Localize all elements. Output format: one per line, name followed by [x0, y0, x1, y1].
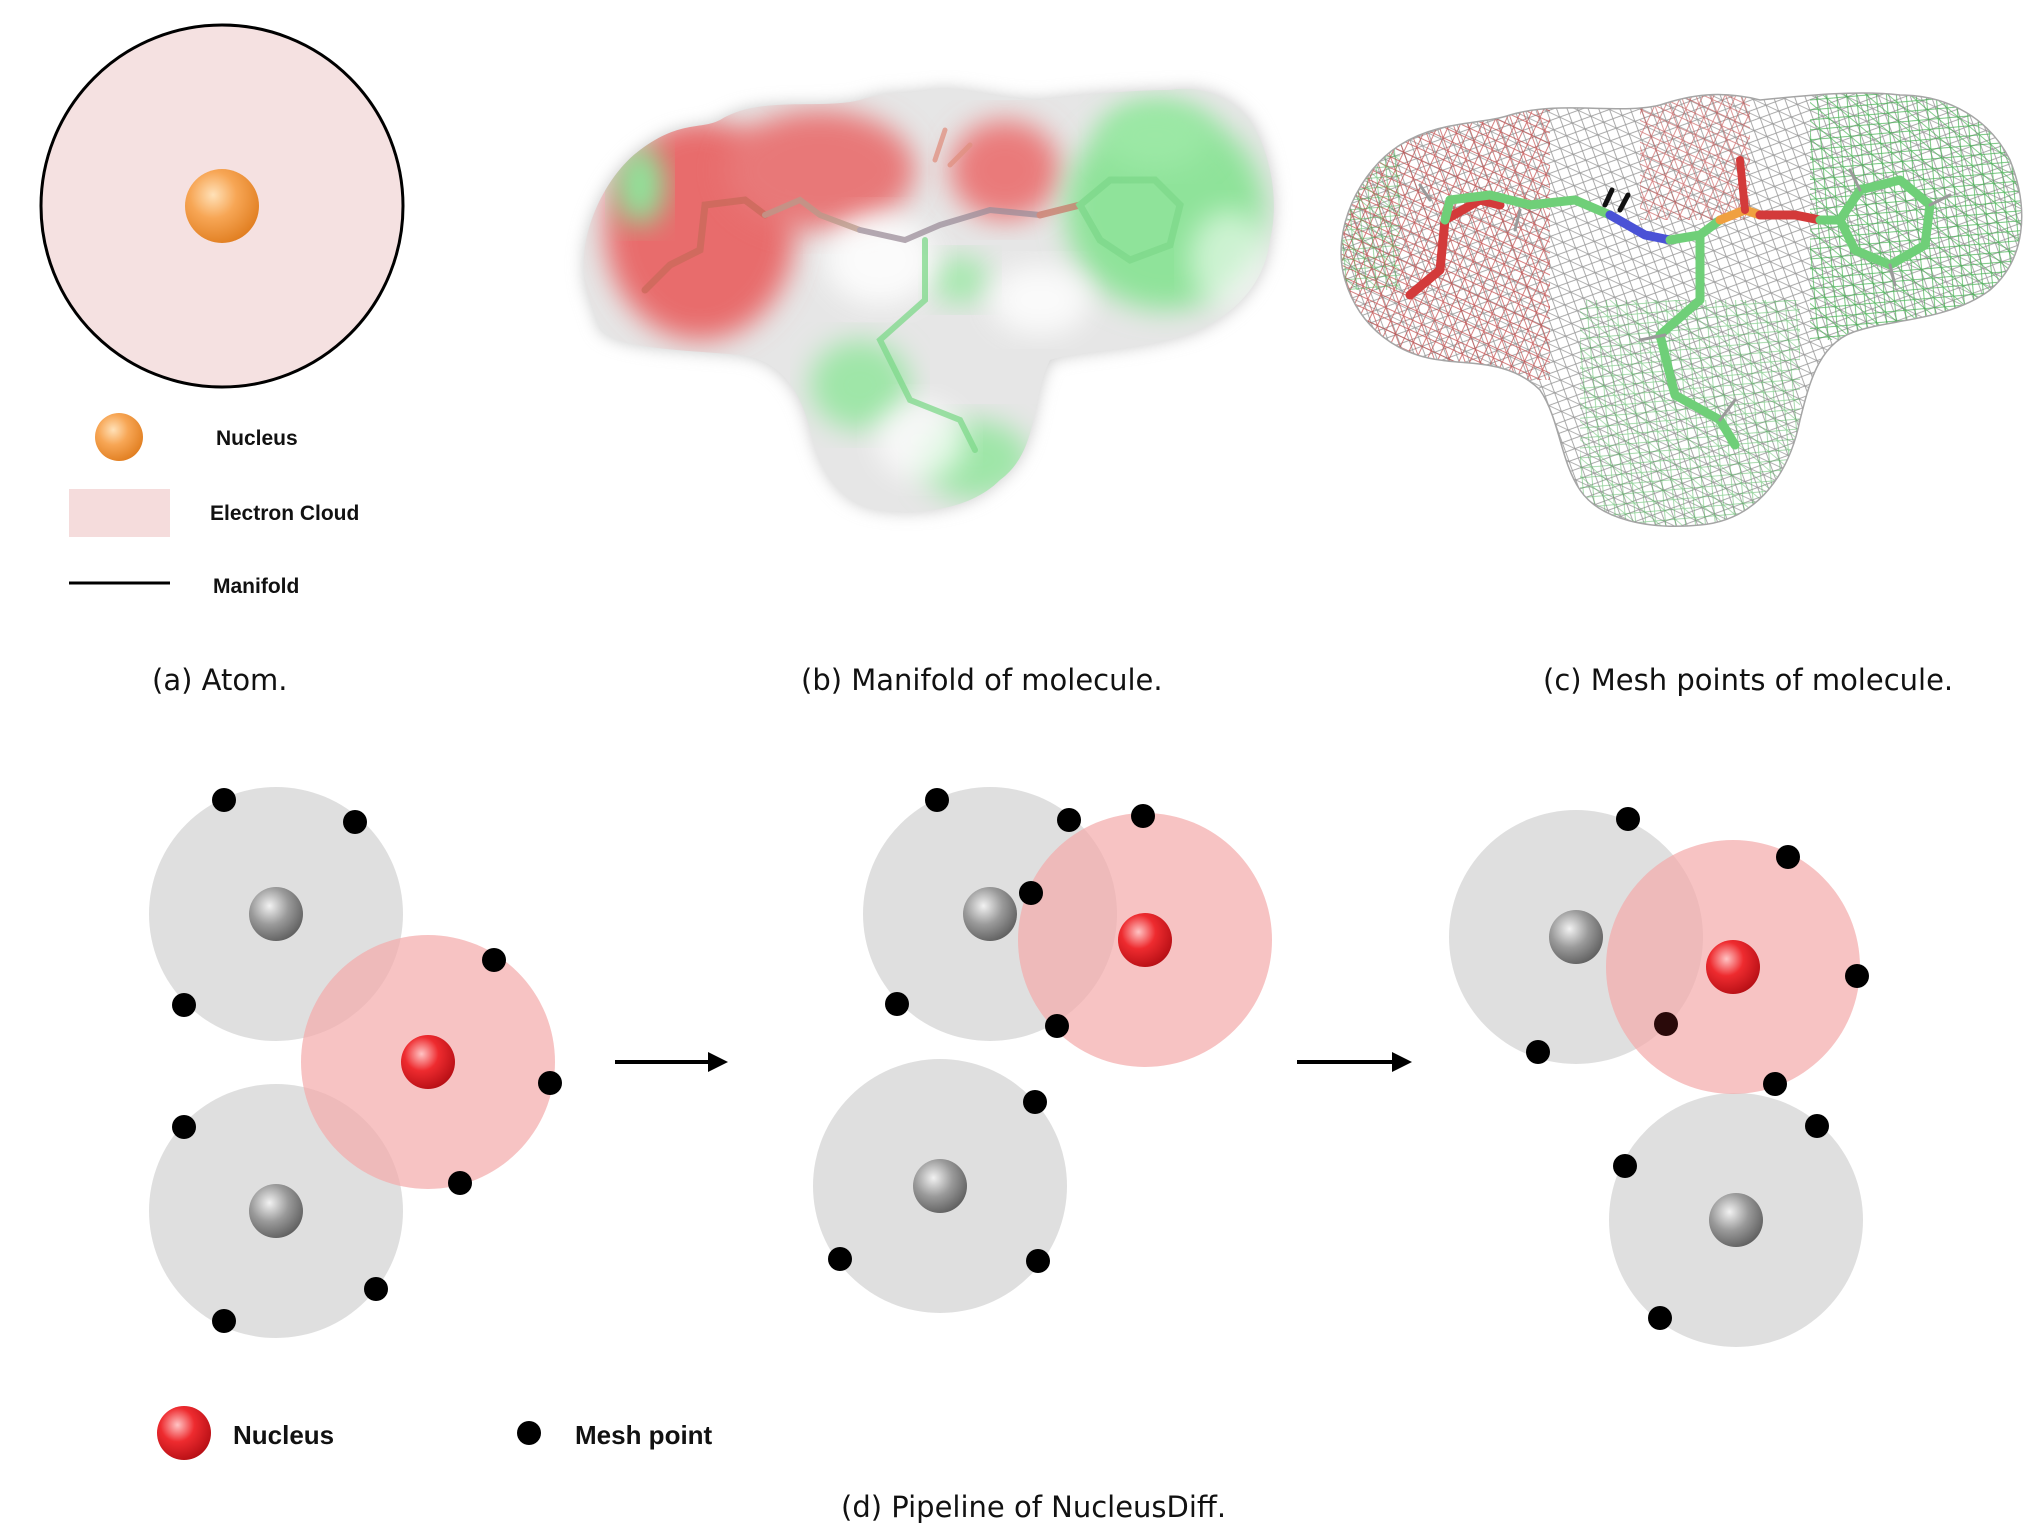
red-nucleus	[401, 1035, 455, 1089]
mesh-point	[212, 788, 236, 812]
mesh-point	[1131, 804, 1155, 828]
mesh-point	[885, 992, 909, 1016]
mesh-point	[1616, 807, 1640, 831]
mesh-point	[1045, 1014, 1069, 1038]
mesh-points-stage-3	[1526, 807, 1869, 1330]
mesh-point	[1019, 881, 1043, 905]
mesh-point	[1805, 1114, 1829, 1138]
legend-manifold-label: Manifold	[213, 575, 299, 598]
panel-a-atom: Nucleus Electron Cloud Manifold (a) Atom…	[39, 23, 405, 697]
gray-nucleus-bottom	[913, 1159, 967, 1213]
red-nucleus	[1118, 913, 1172, 967]
arrow-right-icon	[1297, 1052, 1412, 1072]
panel-d-pipeline: Nucleus Mesh point (d) Pipeline of Nucle…	[149, 787, 1869, 1524]
mesh-point	[1654, 1012, 1678, 1036]
mesh-point	[1057, 808, 1081, 832]
legend-red-nucleus-icon	[157, 1406, 211, 1460]
mesh-point	[1026, 1249, 1050, 1273]
gray-nucleus-top	[249, 887, 303, 941]
red-nucleus	[1706, 940, 1760, 994]
pipeline-stage-1	[149, 787, 562, 1338]
mesh-point	[1648, 1306, 1672, 1330]
caption-a: (a) Atom.	[152, 663, 288, 697]
mesh-point	[1526, 1040, 1550, 1064]
gray-nucleus-bottom	[1709, 1193, 1763, 1247]
mesh-points-stage-2	[828, 788, 1155, 1273]
mesh-point	[1763, 1072, 1787, 1096]
mesh-point	[364, 1277, 388, 1301]
legend-mesh-point-icon	[517, 1421, 541, 1445]
mesh-point	[1023, 1090, 1047, 1114]
legend-nucleus-label: Nucleus	[216, 427, 298, 450]
caption-d: (d) Pipeline of NucleusDiff.	[841, 1490, 1226, 1524]
mesh-point	[828, 1247, 852, 1271]
mesh-point	[1776, 845, 1800, 869]
caption-b: (b) Manifold of molecule.	[801, 663, 1163, 697]
gray-nucleus-top	[1549, 910, 1603, 964]
legend-mesh-point-label: Mesh point	[575, 1420, 713, 1450]
nucleus-sphere	[185, 169, 259, 243]
mesh-point	[172, 1115, 196, 1139]
pipeline-stage-2	[813, 787, 1272, 1313]
panel-d-legend: Nucleus Mesh point	[157, 1406, 713, 1460]
legend-nucleus-label: Nucleus	[233, 1420, 334, 1450]
caption-c: (c) Mesh points of molecule.	[1543, 663, 1953, 697]
mesh-point	[343, 810, 367, 834]
pipeline-stage-3	[1449, 807, 1869, 1347]
gray-nucleus-bottom	[249, 1184, 303, 1238]
legend-electron-cloud-swatch	[69, 489, 170, 537]
panel-c-mesh-surface	[1340, 92, 2023, 527]
legend-electron-cloud-label: Electron Cloud	[210, 502, 359, 525]
arrow-right-icon	[615, 1052, 728, 1072]
panel-b-molecular-surface	[583, 88, 1274, 512]
mesh-point	[172, 993, 196, 1017]
gray-nucleus-top	[963, 887, 1017, 941]
mesh-points-stage-1	[172, 788, 562, 1333]
mesh-point	[1845, 964, 1869, 988]
mesh-point	[925, 788, 949, 812]
mesh-point	[538, 1071, 562, 1095]
mesh-point	[448, 1171, 472, 1195]
mesh-point	[482, 948, 506, 972]
panel-a-legend: Nucleus Electron Cloud Manifold	[69, 413, 359, 598]
mesh-point	[212, 1309, 236, 1333]
mesh-point	[1613, 1154, 1637, 1178]
legend-nucleus-icon	[95, 413, 143, 461]
